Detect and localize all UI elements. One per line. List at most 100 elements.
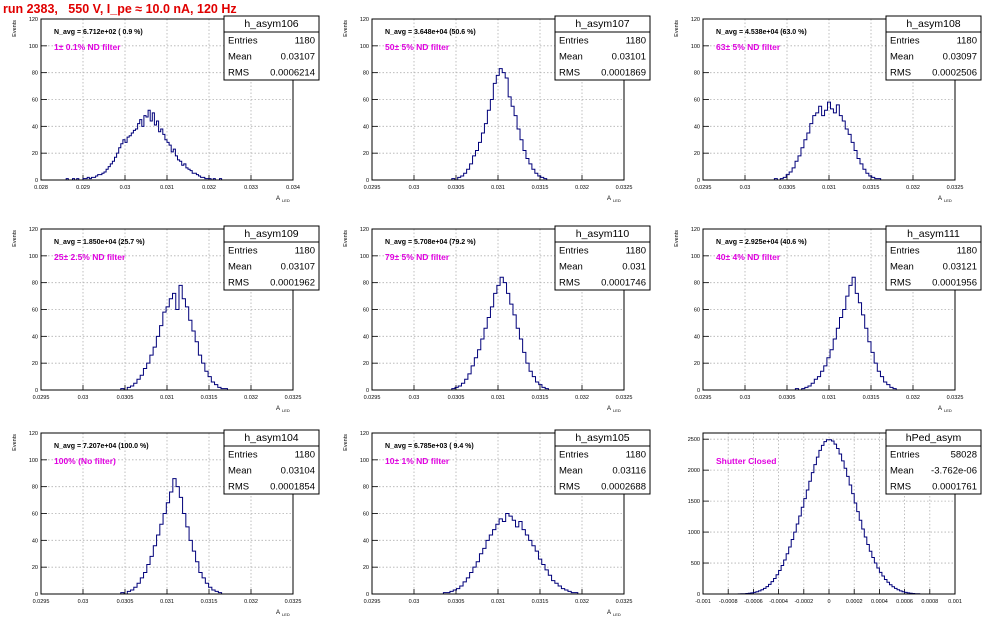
plot-frame (40, 228, 294, 391)
x-tick-label: 0.0295 (364, 185, 381, 191)
histogram-bin (511, 106, 514, 180)
y-axis-label: Events (12, 434, 18, 451)
stat-label: Entries (228, 36, 258, 47)
x-tick-label: 0.0295 (33, 395, 50, 401)
y-tick-label: 120 (29, 227, 38, 233)
y-tick-label: 0 (366, 592, 369, 598)
x-axis-label: A (938, 196, 942, 202)
histogram-name: h_asym105 (575, 432, 629, 444)
stat-value: 1180 (295, 36, 315, 47)
histogram-outline (120, 284, 228, 391)
histogram-bin (136, 129, 138, 180)
x-tick-label: 0.0305 (448, 395, 465, 401)
stat-label: Mean (890, 262, 914, 273)
histogram-bin (813, 116, 816, 180)
x-tick-label: 0.03 (740, 185, 751, 191)
y-tick-label: 80 (363, 71, 369, 77)
stat-value: 0.03101 (612, 52, 646, 63)
x-tick-label: 0.032 (906, 185, 920, 191)
stat-label: RMS (228, 68, 249, 79)
y-tick-label: 100 (360, 458, 369, 464)
histogram-outline (794, 276, 897, 391)
y-tick-label: 120 (360, 227, 369, 233)
x-tick-label: 0.031 (491, 185, 505, 191)
filter-label: 40± 4% ND filter (716, 252, 781, 262)
histogram-bin (192, 173, 194, 180)
histogram-bin (842, 121, 845, 180)
stat-label: Entries (228, 246, 258, 257)
stats-box (885, 241, 982, 291)
x-tick-label: 0.0305 (779, 395, 796, 401)
navg-label: N_avg = 6.712e+02 ( 0.9 %) (54, 29, 143, 36)
x-tick-label: 0.03 (409, 395, 420, 401)
histogram-outline (737, 439, 921, 595)
x-tick-label: 0.0315 (532, 395, 549, 401)
stat-label: RMS (228, 482, 249, 493)
x-axis-label-sub: LED (944, 198, 952, 203)
stat-value: 0.0001956 (932, 278, 977, 289)
x-tick-label: 0.034 (286, 185, 300, 191)
histogram-name: h_asym104 (244, 432, 298, 444)
y-tick-label: 0 (697, 388, 700, 394)
x-tick-label: 0.0295 (33, 599, 50, 605)
stat-value: 1180 (626, 36, 646, 47)
histogram-bin (507, 293, 510, 390)
y-tick-label: 20 (694, 361, 700, 367)
x-tick-label: 0.0295 (364, 599, 381, 605)
y-tick-label: 20 (32, 151, 38, 157)
y-axis-label: Events (12, 230, 18, 247)
x-tick-label: 0.032 (575, 185, 589, 191)
histogram-bin (182, 165, 184, 180)
histogram-bin (799, 516, 802, 594)
x-axis-label-sub: LED (282, 198, 290, 203)
y-tick-label: 100 (691, 254, 700, 260)
y-tick-label: 60 (32, 98, 38, 104)
histogram-bin (796, 524, 799, 594)
x-tick-label: 0.033 (244, 185, 258, 191)
stat-value: 1180 (626, 246, 646, 257)
x-axis-label-sub: LED (613, 408, 621, 413)
stat-label: RMS (228, 278, 249, 289)
histogram-bin (814, 465, 817, 594)
navg-label: N_avg = 7.207e+04 (100.0 %) (54, 443, 149, 450)
stats-box (223, 241, 320, 291)
x-tick-label: 0.0325 (616, 395, 633, 401)
histogram-bin (161, 129, 163, 180)
x-tick-label: 0.0305 (779, 185, 796, 191)
x-tick-label: 0.0315 (863, 185, 880, 191)
x-tick-label: 0.032 (906, 395, 920, 401)
x-tick-label: 0.0325 (947, 185, 964, 191)
filter-label: Shutter Closed (716, 456, 776, 466)
stat-value: 1180 (957, 36, 977, 47)
x-tick-label: 0.0325 (947, 395, 964, 401)
stat-label: Entries (890, 450, 920, 461)
histogram-outline (442, 513, 579, 594)
stat-label: RMS (559, 482, 580, 493)
x-tick-label: 0.0325 (616, 599, 633, 605)
stat-value: 0.03121 (943, 262, 977, 273)
histogram-bin (171, 152, 173, 180)
x-tick-label: 0.0295 (364, 395, 381, 401)
histogram-bin (163, 134, 165, 180)
histogram-bin (500, 277, 503, 390)
histogram-name: h_asym110 (576, 228, 630, 240)
histogram-bin (811, 473, 814, 594)
histogram-bin (845, 129, 848, 180)
y-axis-label: Events (674, 20, 680, 37)
y-axis-label: Events (343, 20, 349, 37)
y-tick-label: 0 (366, 178, 369, 184)
histogram-name: h_asym107 (575, 18, 629, 30)
stat-label: Entries (559, 450, 589, 461)
y-axis-label: Events (674, 230, 680, 247)
histogram-bin (809, 481, 812, 594)
x-tick-label: 0.028 (34, 185, 48, 191)
histogram-bin (499, 69, 502, 180)
y-tick-label: 0 (366, 388, 369, 394)
y-tick-label: 120 (691, 227, 700, 233)
x-tick-label: 0.001 (948, 599, 962, 605)
stat-value: 0.0002506 (932, 68, 977, 79)
x-tick-label: 0.0315 (201, 395, 218, 401)
y-tick-label: 60 (363, 98, 369, 104)
histogram-bin (852, 494, 855, 594)
